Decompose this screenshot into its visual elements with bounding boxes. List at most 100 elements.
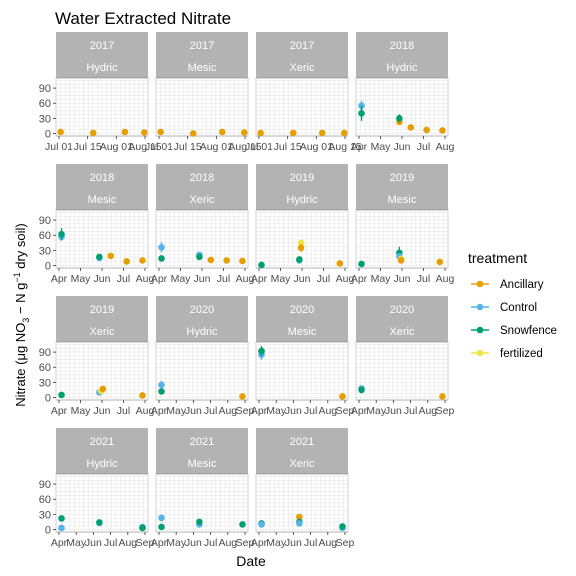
- x-tick-label: Jul: [317, 273, 330, 285]
- y-tick-label: 30: [39, 377, 51, 389]
- y-tick-label: 90: [39, 479, 51, 491]
- facet-panel-2019-mesic: 2019 Mesic Apr May Jun Jul Aug: [351, 164, 454, 285]
- x-tick-label: Jul: [417, 273, 430, 285]
- data-point-control: [296, 520, 303, 527]
- data-point-snowfence: [258, 261, 265, 269]
- data-point-ancillary: [157, 128, 164, 136]
- data-point-ancillary: [340, 129, 348, 137]
- x-tick-label: Aug: [218, 405, 237, 417]
- data-point-ancillary: [439, 393, 446, 400]
- facet-year-label: 2021: [90, 436, 114, 448]
- x-tick-label: Apr: [351, 141, 368, 153]
- facet-year-label: 2018: [190, 172, 214, 184]
- x-tick-label: Jul: [217, 273, 230, 285]
- facet-strip: [356, 164, 448, 210]
- facet-year-label: 2019: [290, 172, 314, 184]
- x-tick-label: Sep: [236, 405, 255, 417]
- legend-label: Control: [500, 302, 537, 314]
- facet-site-label: Mesic: [288, 326, 317, 338]
- x-tick-label: Sep: [236, 537, 255, 549]
- data-point-snowfence: [358, 386, 365, 394]
- legend-label: Ancillary: [500, 279, 544, 291]
- x-tick-label: Aug: [318, 537, 337, 549]
- facet-site-label: Mesic: [88, 194, 117, 206]
- data-point-ancillary: [139, 257, 146, 264]
- facet-panel-2019-hydric: 2019 Hydric Apr May Jun Jul Aug: [251, 164, 354, 285]
- data-point-snowfence: [296, 256, 303, 263]
- facet-site-label: Hydric: [86, 62, 118, 74]
- x-tick-label: Jun: [85, 537, 102, 549]
- x-tick-label: Jun: [285, 537, 302, 549]
- x-tick-label: Jul 15: [174, 141, 202, 153]
- y-tick-label: 90: [39, 215, 51, 227]
- y-tick-label: 60: [39, 98, 51, 110]
- chart-title: Water Extracted Nitrate: [55, 9, 231, 28]
- data-point-ancillary: [239, 257, 246, 265]
- data-point-snowfence: [58, 391, 65, 399]
- facet-site-label: Xeric: [289, 62, 315, 74]
- data-point-snowfence: [196, 518, 203, 526]
- facet-strip: [256, 428, 348, 474]
- x-tick-label: Aug 15: [128, 141, 161, 153]
- data-point-ancillary: [240, 129, 248, 136]
- data-point-control: [158, 514, 165, 522]
- x-tick-label: Sep: [336, 405, 355, 417]
- data-point-snowfence: [158, 255, 165, 262]
- data-point-ancillary: [107, 252, 115, 260]
- facet-site-label: Xeric: [289, 458, 315, 470]
- data-point-control: [258, 521, 265, 528]
- data-point-ancillary: [297, 244, 305, 252]
- x-tick-label: Apr: [151, 273, 168, 285]
- x-tick-label: Jul: [204, 405, 217, 417]
- legend-label: fertilized: [500, 348, 543, 360]
- y-axis-label-part: −1: [12, 272, 22, 282]
- x-tick-label: Aug: [136, 273, 155, 285]
- data-point-snowfence: [96, 519, 103, 526]
- data-point-ancillary: [257, 129, 264, 137]
- data-point-ancillary: [436, 258, 444, 266]
- y-tick-label: 0: [45, 128, 51, 140]
- data-point-ancillary: [289, 129, 297, 137]
- facet-year-label: 2021: [290, 436, 314, 448]
- x-tick-label: May: [166, 405, 187, 417]
- x-tick-label: May: [371, 141, 392, 153]
- data-point-ancillary: [439, 127, 446, 134]
- x-tick-label: Aug 15: [328, 141, 361, 153]
- facet-strip: [256, 32, 348, 78]
- facet-site-label: Xeric: [189, 194, 215, 206]
- facet-strip: [156, 164, 248, 210]
- x-tick-label: May: [166, 537, 187, 549]
- y-tick-label: 60: [39, 494, 51, 506]
- facet-year-label: 2017: [190, 40, 214, 52]
- data-point-fertilized: [297, 239, 305, 247]
- x-tick-label: Aug: [436, 141, 455, 153]
- x-tick-label: May: [266, 537, 287, 549]
- facet-site-label: Mesic: [188, 458, 217, 470]
- x-tick-label: May: [66, 537, 87, 549]
- data-point-snowfence: [239, 521, 246, 528]
- x-tick-label: Aug: [218, 537, 237, 549]
- x-tick-label: Jun: [194, 273, 211, 285]
- facet-panel-2018-xeric: 2018 Xeric Apr May Jun Jul Aug: [151, 164, 254, 285]
- data-point-ancillary: [89, 129, 97, 137]
- facet-panel-2018-hydric: 2018 Hydric Apr May Jun Jul Aug: [351, 32, 455, 153]
- legend-title: treatment: [468, 250, 527, 266]
- data-point-ancillary: [423, 126, 430, 134]
- data-point-snowfence: [258, 347, 265, 355]
- y-axis-label-part: Nitrate (μg NO: [13, 323, 28, 407]
- data-point-ancillary: [318, 129, 326, 137]
- x-tick-label: Jul: [417, 141, 430, 153]
- facet-year-label: 2020: [390, 304, 414, 316]
- facet-year-label: 2020: [190, 304, 214, 316]
- y-tick-label: 0: [45, 524, 51, 536]
- data-point-control: [158, 244, 165, 251]
- data-point-snowfence: [139, 524, 146, 532]
- data-point-snowfence: [58, 230, 65, 238]
- y-tick-label: 30: [39, 245, 51, 257]
- facet-site-label: Hydric: [386, 62, 418, 74]
- data-point-snowfence: [158, 388, 165, 395]
